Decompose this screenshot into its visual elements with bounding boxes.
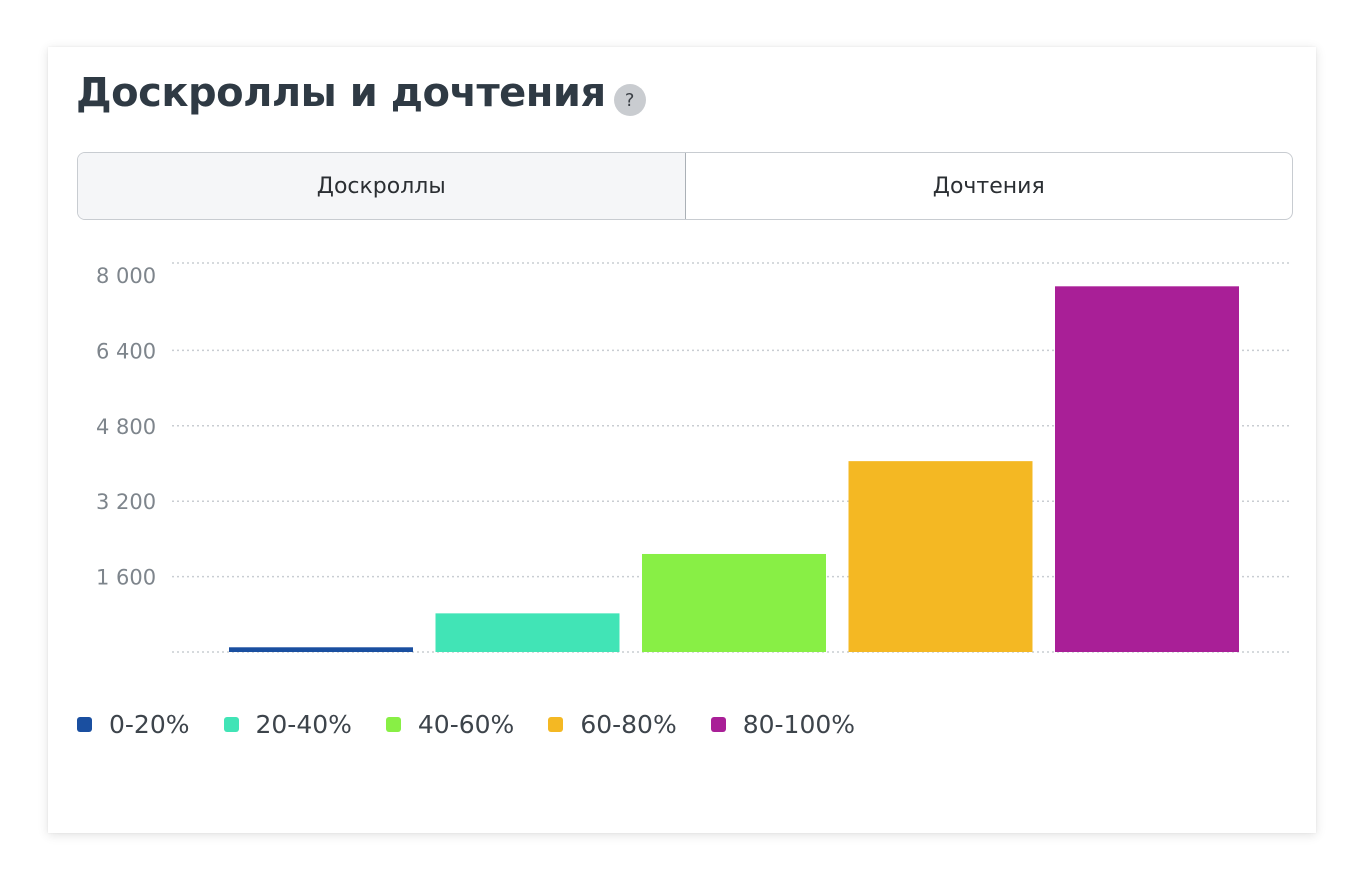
tab-scrolls[interactable]: Доскроллы (78, 153, 686, 219)
legend-item-0-20[interactable]: 0-20% (77, 710, 190, 739)
scroll-depth-card: Доскроллы и дочтения ? Доскроллы Дочтени… (48, 47, 1316, 833)
legend-label-80-100: 80-100% (742, 709, 856, 739)
legend-item-60-80[interactable]: 60-80% (548, 709, 677, 739)
tab-reads[interactable]: Дочтения (932, 173, 1045, 199)
card-header: Доскроллы и дочтения ? (76, 63, 646, 123)
legend-swatch-60-80 (548, 716, 564, 732)
legend-swatch-20-40 (223, 716, 239, 732)
chart-legend: 0-20% 20-40% 40-60% 60-80% 80-100% (77, 707, 889, 741)
bar-chart: 1 600 3 200 4 800 6 400 8 000 (96, 262, 1291, 653)
y-tick-label-6400: 6 400 (96, 339, 156, 363)
y-tick-label-3200: 3 200 (96, 490, 156, 514)
y-axis-ticks: 1 600 3 200 4 800 6 400 8 000 (96, 264, 156, 590)
bar-0-20[interactable] (229, 647, 413, 652)
legend-swatch-40-60 (385, 716, 401, 732)
y-tick-label-8000: 8 000 (96, 264, 156, 288)
chart-bars (229, 286, 1239, 652)
legend-label-20-40: 20-40% (255, 709, 352, 739)
bar-40-60[interactable] (642, 553, 826, 652)
legend-label-60-80: 60-80% (580, 709, 677, 739)
legend-swatch-80-100 (710, 716, 726, 732)
legend-label-40-60: 40-60% (417, 709, 515, 739)
question-mark-icon[interactable]: ? (613, 84, 646, 116)
legend-item-20-40[interactable]: 20-40% (223, 709, 352, 739)
bar-60-80[interactable] (848, 461, 1033, 652)
metric-tab-switcher: Доскроллы Дочтения (77, 152, 1293, 220)
y-tick-label-1600: 1 600 (96, 566, 156, 590)
card-title: Доскроллы и дочтения (76, 70, 606, 116)
legend-item-80-100[interactable]: 80-100% (710, 709, 856, 739)
y-tick-label-4800: 4 800 (96, 415, 156, 439)
bar-20-40[interactable] (435, 613, 620, 652)
bar-80-100[interactable] (1055, 286, 1239, 652)
legend-label-0-20: 0-20% (109, 709, 190, 739)
legend-item-40-60[interactable]: 40-60% (385, 709, 515, 739)
legend-swatch-0-20 (77, 716, 92, 732)
